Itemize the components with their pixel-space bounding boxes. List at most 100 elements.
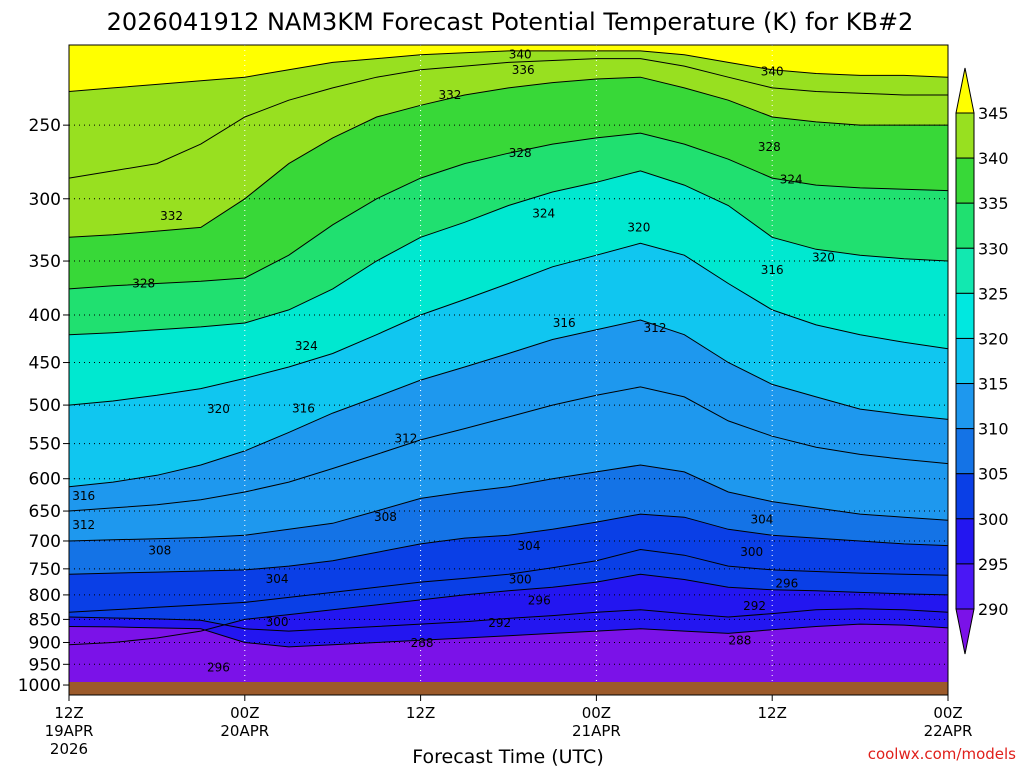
contour-label: 296 xyxy=(775,577,798,591)
contour-label: 336 xyxy=(512,63,535,77)
colorbar-segment xyxy=(955,292,975,339)
contour-label: 304 xyxy=(266,572,289,586)
colorbar-label: 330 xyxy=(978,239,1009,258)
contour-line xyxy=(68,50,949,92)
colorbar-label: 300 xyxy=(978,510,1009,529)
colorbar-segment xyxy=(955,112,975,159)
y-tick-label: 500 xyxy=(29,396,61,416)
colorbar-label: 335 xyxy=(978,194,1009,213)
colorbar-over-arrow xyxy=(955,67,975,114)
contour-label: 340 xyxy=(761,65,784,79)
contour-label: 308 xyxy=(148,544,171,558)
contour-label: 328 xyxy=(509,146,532,160)
contour-line xyxy=(68,319,949,488)
contour-line xyxy=(68,573,949,646)
fill-band xyxy=(69,624,948,695)
contour-line xyxy=(68,464,949,542)
colorbar-segment xyxy=(955,428,975,475)
contour-label: 288 xyxy=(411,636,434,650)
contour-label: 300 xyxy=(509,572,532,586)
contour-label: 308 xyxy=(374,510,397,524)
contour-label: 320 xyxy=(627,220,650,234)
contour-label: 292 xyxy=(743,599,766,613)
contour-label: 324 xyxy=(295,339,318,353)
colorbar-segment xyxy=(955,157,975,204)
contour-label: 312 xyxy=(72,518,95,532)
contour-label: 340 xyxy=(509,48,532,62)
y-tick-label: 250 xyxy=(29,116,61,136)
chart-title: 2026041912 NAM3KM Forecast Potential Tem… xyxy=(107,8,914,36)
contour-label: 320 xyxy=(207,402,230,416)
colorbar-label: 290 xyxy=(978,600,1009,619)
x-tick-label: 22APR xyxy=(924,722,973,740)
ground-surface xyxy=(69,682,948,695)
y-tick-label: 600 xyxy=(29,470,61,490)
contour-label: 324 xyxy=(780,172,803,186)
contour-label: 304 xyxy=(518,539,541,553)
colorbar-label: 325 xyxy=(978,284,1009,303)
contour-label: 316 xyxy=(72,489,95,503)
y-tick-label: 550 xyxy=(29,435,61,455)
contour-label: 312 xyxy=(644,321,667,335)
contour-label: 332 xyxy=(160,209,183,223)
x-tick-label: 00Z xyxy=(933,704,962,722)
colorbar-segment xyxy=(955,337,975,385)
colorbar-label: 295 xyxy=(978,555,1009,574)
contour-label: 328 xyxy=(132,276,155,290)
x-tick-label: 20APR xyxy=(220,722,269,740)
colorbar: 345 340 335 330 325 320 315 310 305 300 295 290 xyxy=(955,67,1009,655)
contour-label: 300 xyxy=(266,615,289,629)
y-tick-label: 450 xyxy=(29,354,61,374)
y-tick-label: 350 xyxy=(29,252,61,272)
x-tick-label: 12Z xyxy=(54,704,83,722)
contour-line xyxy=(68,513,949,575)
contour-line xyxy=(68,623,949,648)
y-tick-label: 850 xyxy=(29,610,61,630)
x-tick-label: 19APR xyxy=(45,722,94,740)
contour-label: 296 xyxy=(207,661,230,675)
contour-line xyxy=(68,548,949,613)
contour-label: 292 xyxy=(488,616,511,630)
contour-line xyxy=(68,386,949,512)
y-tick-label: 300 xyxy=(29,190,61,210)
y-tick-label: 700 xyxy=(29,532,61,552)
y-tick-label: 950 xyxy=(29,655,61,675)
y-tick-label: 400 xyxy=(29,306,61,326)
y-tick-label: 650 xyxy=(29,502,61,522)
y-tick-label: 800 xyxy=(29,586,61,606)
contour-line xyxy=(68,58,948,179)
colorbar-segment xyxy=(955,518,975,565)
y-tick-label: 900 xyxy=(29,633,61,653)
contour-label: 320 xyxy=(812,251,835,265)
contour-lines xyxy=(68,50,949,648)
contour-label: 332 xyxy=(438,88,461,102)
y-tick-label: 750 xyxy=(29,560,61,580)
contour-label: 300 xyxy=(740,545,763,559)
contour-line xyxy=(68,170,949,336)
colorbar-segment xyxy=(955,247,975,294)
contour-label: 324 xyxy=(532,206,555,220)
contour-label: 304 xyxy=(750,513,773,527)
contour-line xyxy=(68,608,949,632)
colorbar-label: 345 xyxy=(978,104,1009,123)
credit-link[interactable]: coolwx.com/models xyxy=(868,745,1016,763)
colorbar-label: 320 xyxy=(978,329,1009,348)
colorbar-segment xyxy=(955,473,975,520)
colorbar-segment xyxy=(955,202,975,249)
gridlines xyxy=(69,45,948,695)
contour-line xyxy=(68,242,949,406)
y-axis: 250 300 350 400 450 500 550 600 650 700 750 800 850 9… xyxy=(18,116,69,696)
contour-label: 316 xyxy=(292,401,315,415)
contour-label: 312 xyxy=(394,431,417,445)
colorbar-segment xyxy=(955,383,975,430)
contour-label: 296 xyxy=(528,593,551,607)
plot-fill xyxy=(69,45,948,696)
colorbar-under-arrow xyxy=(955,608,975,655)
terrain-strip xyxy=(69,682,948,695)
y-tick-label: 1000 xyxy=(18,676,61,696)
x-tick-label: 21APR xyxy=(572,722,621,740)
plot-frame xyxy=(68,44,949,696)
x-axis-label: Forecast Time (UTC) xyxy=(412,746,603,768)
